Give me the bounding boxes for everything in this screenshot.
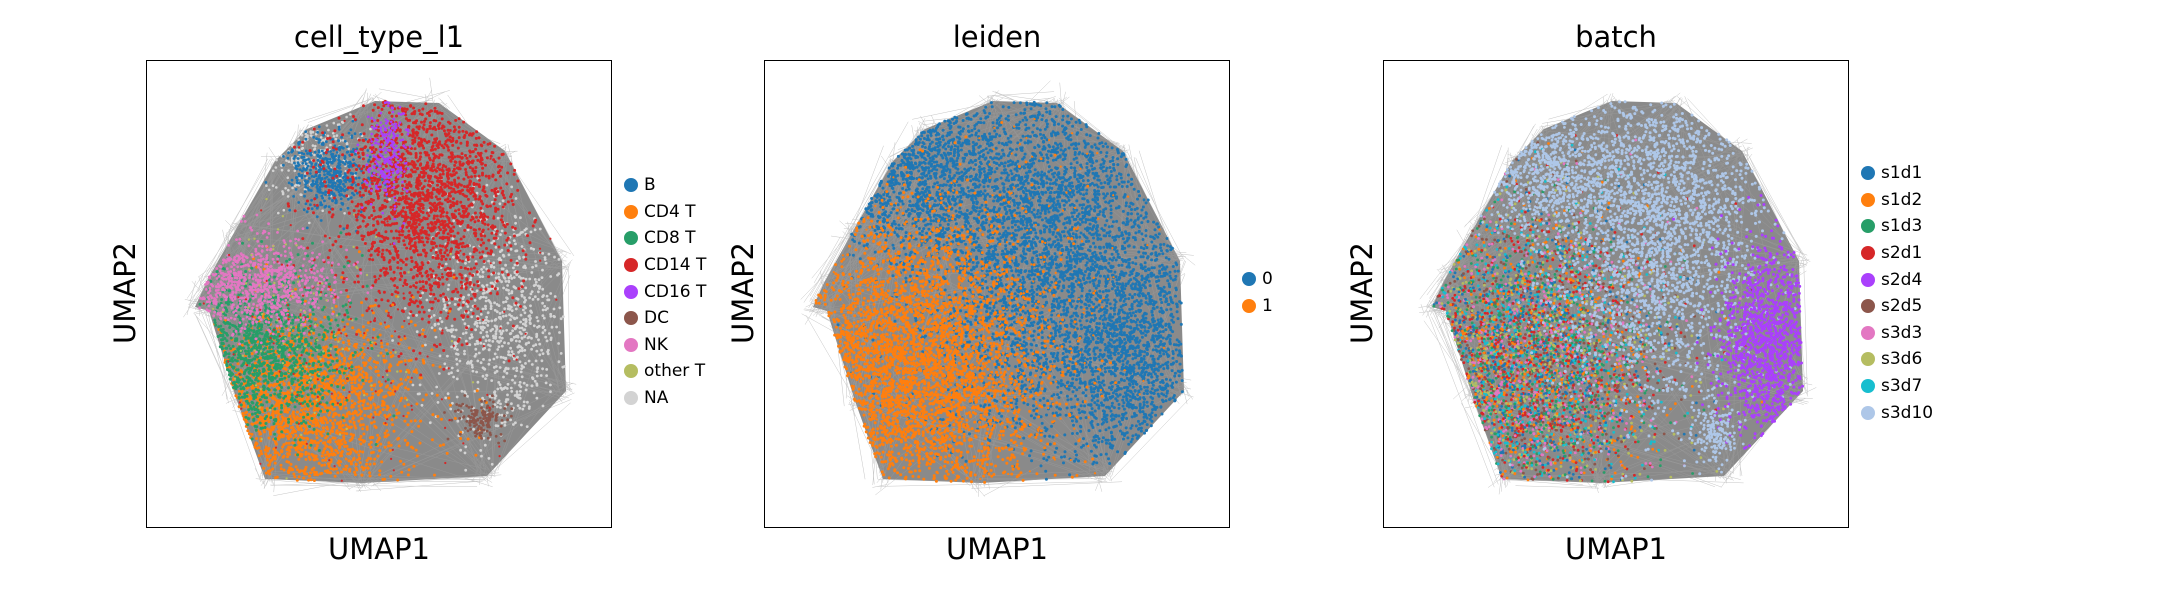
legend-marker	[624, 178, 638, 193]
legend-item: B	[624, 172, 706, 199]
legend-marker	[1861, 272, 1875, 287]
legend-label: s3d10	[1881, 403, 1933, 423]
plot-area	[1383, 60, 1849, 528]
legend-item: CD4 T	[624, 199, 706, 226]
legend-marker	[1861, 192, 1875, 207]
legend-item: s1d1	[1861, 160, 1933, 187]
legend-label: CD4 T	[644, 202, 696, 222]
legend-marker	[1861, 352, 1875, 367]
legend-item: s2d5	[1861, 293, 1933, 320]
legend-item: s2d4	[1861, 266, 1933, 293]
legend-label: NA	[644, 388, 668, 408]
legend-label: CD8 T	[644, 228, 696, 248]
legend-label: s3d6	[1881, 349, 1922, 369]
panel-title: batch	[1383, 20, 1849, 54]
scatter-points	[814, 100, 1184, 484]
legend-item: s3d3	[1861, 320, 1933, 347]
legend-marker	[1861, 325, 1875, 340]
legend-marker	[624, 391, 638, 406]
legend-item: CD16 T	[624, 278, 706, 305]
legend-marker	[624, 337, 638, 352]
legend-item: NA	[624, 385, 706, 412]
legend-item: s3d10	[1861, 399, 1933, 426]
legend-item: NK	[624, 332, 706, 359]
scatter-plot	[183, 77, 577, 497]
legend-label: CD16 T	[644, 282, 706, 302]
legend-marker	[1861, 219, 1875, 234]
legend-marker	[624, 284, 638, 299]
legend-label: s2d5	[1881, 296, 1922, 316]
legend-marker	[624, 364, 638, 379]
legend-label: 0	[1262, 269, 1273, 289]
legend-item: other T	[624, 358, 706, 385]
scatter-points	[198, 99, 566, 482]
y-axis-label: UMAP2	[726, 213, 760, 373]
legend-marker	[1861, 166, 1875, 181]
legend-item: CD14 T	[624, 252, 706, 279]
legend: B CD4 T CD8 T CD14 T CD16 T DC NK other T NA	[624, 172, 706, 411]
legend-label: s1d2	[1881, 190, 1922, 210]
legend-item: s3d6	[1861, 346, 1933, 373]
legend-marker	[624, 204, 638, 219]
legend-item: 0	[1242, 266, 1273, 293]
legend-marker	[1861, 379, 1875, 394]
panel-title: leiden	[764, 20, 1230, 54]
legend-marker	[1242, 298, 1256, 313]
legend-marker	[1861, 405, 1875, 420]
legend-marker	[624, 231, 638, 246]
legend-label: DC	[644, 308, 669, 328]
legend: s1d1 s1d2 s1d3 s2d1 s2d4 s2d5 s3d3 s3d6 s3d7 s3d1…	[1861, 160, 1933, 426]
legend-item: s3d7	[1861, 373, 1933, 400]
scatter-plot	[800, 80, 1196, 497]
legend-marker	[624, 311, 638, 326]
y-axis-label: UMAP2	[108, 213, 142, 373]
legend-label: NK	[644, 335, 668, 355]
x-axis-label: UMAP1	[1383, 532, 1849, 566]
legend-label: s2d1	[1881, 243, 1922, 263]
legend-label: B	[644, 175, 656, 195]
legend-item: DC	[624, 305, 706, 332]
legend-label: s3d7	[1881, 376, 1922, 396]
legend-label: s2d4	[1881, 270, 1922, 290]
legend-item: CD8 T	[624, 225, 706, 252]
panel-title: cell_type_l1	[146, 20, 612, 54]
x-axis-label: UMAP1	[146, 532, 612, 566]
legend-marker	[1861, 246, 1875, 261]
legend-label: s1d3	[1881, 216, 1922, 236]
scatter-plot	[1418, 92, 1817, 495]
plot-area	[146, 60, 612, 528]
legend-item: s1d2	[1861, 187, 1933, 214]
legend-item: 1	[1242, 293, 1273, 320]
legend-label: CD14 T	[644, 255, 706, 275]
legend-marker	[624, 258, 638, 273]
y-axis-label: UMAP2	[1345, 213, 1379, 373]
legend-marker	[1861, 299, 1875, 314]
legend-label: s3d3	[1881, 323, 1922, 343]
legend-item: s2d1	[1861, 240, 1933, 267]
scatter-points	[1432, 100, 1804, 484]
plot-area	[764, 60, 1230, 528]
legend-marker	[1242, 272, 1256, 287]
legend-item: s1d3	[1861, 213, 1933, 240]
legend-label: s1d1	[1881, 163, 1922, 183]
legend-label: 1	[1262, 296, 1273, 316]
x-axis-label: UMAP1	[764, 532, 1230, 566]
legend-label: other T	[644, 361, 705, 381]
